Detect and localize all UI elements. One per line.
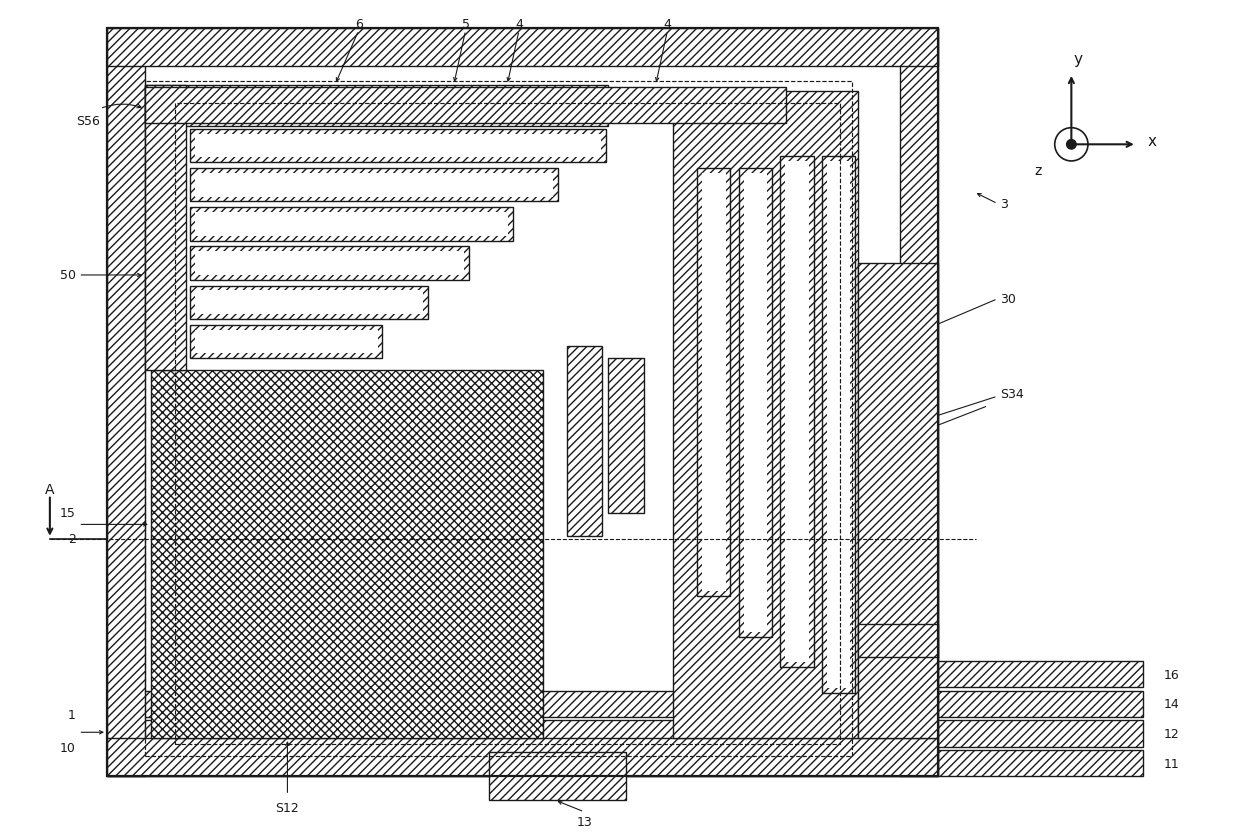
Bar (827, 161, 851, 689)
Bar (107, 721, 1142, 747)
Bar (195, 174, 553, 197)
Text: 30: 30 (1001, 293, 1016, 306)
Bar (195, 252, 465, 276)
Bar (107, 738, 939, 777)
Bar (107, 29, 939, 777)
Bar (775, 661, 1142, 687)
Bar (697, 169, 730, 596)
Bar (145, 88, 786, 124)
Text: 12: 12 (1164, 727, 1179, 740)
Text: S12: S12 (275, 801, 299, 813)
Text: 1: 1 (68, 708, 76, 721)
Bar (858, 624, 939, 658)
Bar (780, 157, 813, 667)
Text: 10: 10 (60, 742, 76, 754)
Text: 3: 3 (1001, 198, 1008, 211)
Circle shape (1066, 140, 1076, 150)
Bar (195, 330, 378, 354)
Text: 6: 6 (355, 18, 362, 31)
Text: 2: 2 (68, 533, 76, 546)
Bar (608, 359, 644, 513)
Bar (785, 161, 808, 662)
Text: 50: 50 (60, 269, 76, 282)
Bar (145, 86, 186, 370)
Bar (673, 92, 858, 738)
Bar (195, 135, 601, 158)
Bar (190, 208, 513, 242)
Bar (567, 347, 603, 537)
Bar (175, 104, 839, 744)
Text: 15: 15 (60, 507, 76, 519)
Bar (490, 752, 626, 800)
Bar (744, 174, 768, 633)
Text: 4: 4 (663, 18, 671, 31)
Text: 16: 16 (1164, 668, 1179, 681)
Text: S56: S56 (76, 115, 100, 128)
Text: 13: 13 (577, 815, 593, 828)
Text: z: z (1034, 164, 1042, 178)
Bar (195, 212, 508, 237)
Text: A: A (591, 436, 600, 448)
Bar (190, 130, 606, 163)
Bar (190, 169, 558, 202)
Text: 14: 14 (1164, 697, 1179, 711)
Bar (822, 157, 856, 693)
Bar (739, 169, 773, 638)
Bar (145, 86, 608, 127)
Bar (145, 82, 852, 756)
Text: 11: 11 (1164, 757, 1179, 770)
Text: S34: S34 (1001, 388, 1024, 400)
Bar (190, 247, 469, 280)
Bar (107, 691, 1142, 717)
Text: 4: 4 (515, 18, 523, 31)
Bar (190, 325, 382, 359)
Bar (107, 29, 145, 777)
Bar (195, 291, 423, 315)
Bar (107, 750, 1142, 777)
Bar (190, 286, 428, 319)
Bar (151, 370, 543, 738)
Text: A: A (45, 482, 55, 497)
Bar (900, 29, 939, 777)
Bar (702, 174, 725, 591)
Bar (107, 29, 939, 67)
Text: 5: 5 (461, 18, 470, 31)
Bar (858, 264, 939, 738)
Text: x: x (1148, 134, 1157, 149)
Text: y: y (1074, 52, 1083, 67)
